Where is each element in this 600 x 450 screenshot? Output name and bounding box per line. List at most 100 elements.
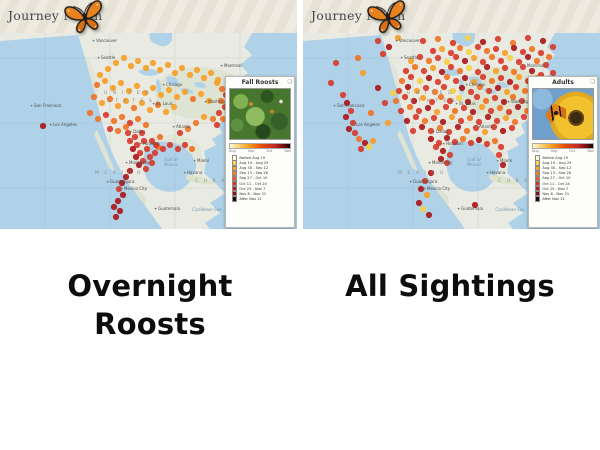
sighting-dot[interactable] — [174, 145, 182, 153]
sighting-dot[interactable] — [349, 119, 357, 127]
sighting-dot[interactable] — [135, 161, 143, 169]
sighting-dot[interactable] — [134, 57, 142, 65]
sighting-dot[interactable] — [385, 43, 393, 51]
sighting-dot[interactable] — [465, 64, 473, 72]
sighting-dot[interactable] — [413, 87, 421, 95]
sighting-dot[interactable] — [461, 74, 469, 82]
sighting-dot[interactable] — [502, 114, 510, 122]
sighting-dot[interactable] — [200, 74, 208, 82]
sighting-dot[interactable] — [499, 127, 507, 135]
sighting-dot[interactable] — [482, 97, 490, 105]
sighting-dot[interactable] — [421, 117, 429, 125]
sighting-dot[interactable] — [209, 115, 217, 123]
sighting-dot[interactable] — [464, 98, 472, 106]
sighting-dot[interactable] — [138, 99, 146, 107]
sighting-dot[interactable] — [142, 64, 150, 72]
sighting-dot[interactable] — [343, 99, 351, 107]
sighting-dot[interactable] — [162, 108, 170, 116]
sighting-dot[interactable] — [515, 58, 523, 66]
sighting-dot[interactable] — [483, 47, 491, 55]
sighting-dot[interactable] — [133, 141, 141, 149]
sighting-dot[interactable] — [443, 58, 451, 66]
sighting-dot[interactable] — [173, 93, 181, 101]
sighting-dot[interactable] — [369, 137, 377, 145]
sighting-dot[interactable] — [492, 45, 500, 53]
sighting-dot[interactable] — [141, 89, 149, 97]
sighting-dot[interactable] — [131, 133, 139, 141]
sighting-dot[interactable] — [394, 34, 402, 42]
sighting-dot[interactable] — [461, 57, 469, 65]
sighting-dot[interactable] — [425, 74, 433, 82]
sighting-dot[interactable] — [381, 99, 389, 107]
sighting-dot[interactable] — [485, 87, 493, 95]
sighting-dot[interactable] — [152, 141, 160, 149]
sighting-dot[interactable] — [98, 99, 106, 107]
sighting-dot[interactable] — [359, 69, 367, 77]
sighting-dot[interactable] — [154, 101, 162, 109]
sighting-dot[interactable] — [404, 83, 412, 91]
sighting-dot[interactable] — [205, 97, 213, 105]
sighting-dot[interactable] — [148, 137, 156, 145]
sighting-dot[interactable] — [125, 87, 133, 95]
sighting-dot[interactable] — [151, 149, 159, 157]
sighting-dot[interactable] — [140, 137, 148, 145]
sighting-dot[interactable] — [170, 103, 178, 111]
sighting-dot[interactable] — [176, 129, 184, 137]
sighting-dot[interactable] — [484, 113, 492, 121]
sighting-dot[interactable] — [410, 97, 418, 105]
sighting-dot[interactable] — [542, 61, 550, 69]
sighting-dot[interactable] — [499, 161, 507, 169]
sighting-dot[interactable] — [495, 151, 503, 159]
sighting-dot[interactable] — [483, 140, 491, 148]
sighting-dot[interactable] — [466, 114, 474, 122]
sighting-dot[interactable] — [374, 37, 382, 45]
sighting-dot[interactable] — [421, 177, 429, 185]
sighting-dot[interactable] — [361, 139, 369, 147]
sighting-dot[interactable] — [459, 135, 467, 143]
sighting-dot[interactable] — [430, 114, 438, 122]
sighting-dot[interactable] — [102, 111, 110, 119]
sighting-dot[interactable] — [197, 90, 205, 98]
sighting-dot[interactable] — [463, 127, 471, 135]
sighting-dot[interactable] — [446, 97, 454, 105]
sighting-dot[interactable] — [165, 86, 173, 94]
sighting-dot[interactable] — [425, 57, 433, 65]
sighting-dot[interactable] — [215, 109, 223, 117]
sighting-dot[interactable] — [119, 191, 127, 199]
sighting-dot[interactable] — [491, 94, 499, 102]
sighting-dot[interactable] — [436, 124, 444, 132]
sighting-dot[interactable] — [452, 77, 460, 85]
sighting-dot[interactable] — [392, 97, 400, 105]
sighting-dot[interactable] — [460, 104, 468, 112]
sighting-dot[interactable] — [422, 84, 430, 92]
sighting-dot[interactable] — [133, 82, 141, 90]
sighting-dot[interactable] — [465, 48, 473, 56]
sighting-dot[interactable] — [474, 43, 482, 51]
sighting-dot[interactable] — [434, 35, 442, 43]
sighting-dot[interactable] — [545, 53, 553, 61]
sighting-dot[interactable] — [449, 39, 457, 47]
sighting-dot[interactable] — [423, 191, 431, 199]
sighting-dot[interactable] — [106, 125, 114, 133]
sighting-dot[interactable] — [219, 115, 227, 123]
sighting-dot[interactable] — [126, 137, 134, 145]
sighting-dot[interactable] — [443, 134, 451, 142]
sighting-dot[interactable] — [496, 104, 504, 112]
sighting-dot[interactable] — [503, 88, 511, 96]
sighting-dot[interactable] — [506, 78, 514, 86]
sighting-dot[interactable] — [419, 94, 427, 102]
sighting-dot[interactable] — [510, 68, 518, 76]
sighting-dot[interactable] — [470, 78, 478, 86]
sighting-dot[interactable] — [533, 57, 541, 65]
sighting-dot[interactable] — [464, 34, 472, 42]
sighting-dot[interactable] — [415, 107, 423, 115]
sighting-dot[interactable] — [122, 173, 130, 181]
sighting-dot[interactable] — [114, 102, 122, 110]
sighting-dot[interactable] — [509, 39, 517, 47]
sighting-dot[interactable] — [126, 167, 134, 175]
sighting-dot[interactable] — [478, 103, 486, 111]
sighting-dot[interactable] — [415, 199, 423, 207]
sighting-dot[interactable] — [501, 49, 509, 57]
sighting-dot[interactable] — [481, 128, 489, 136]
sighting-dot[interactable] — [521, 87, 529, 95]
